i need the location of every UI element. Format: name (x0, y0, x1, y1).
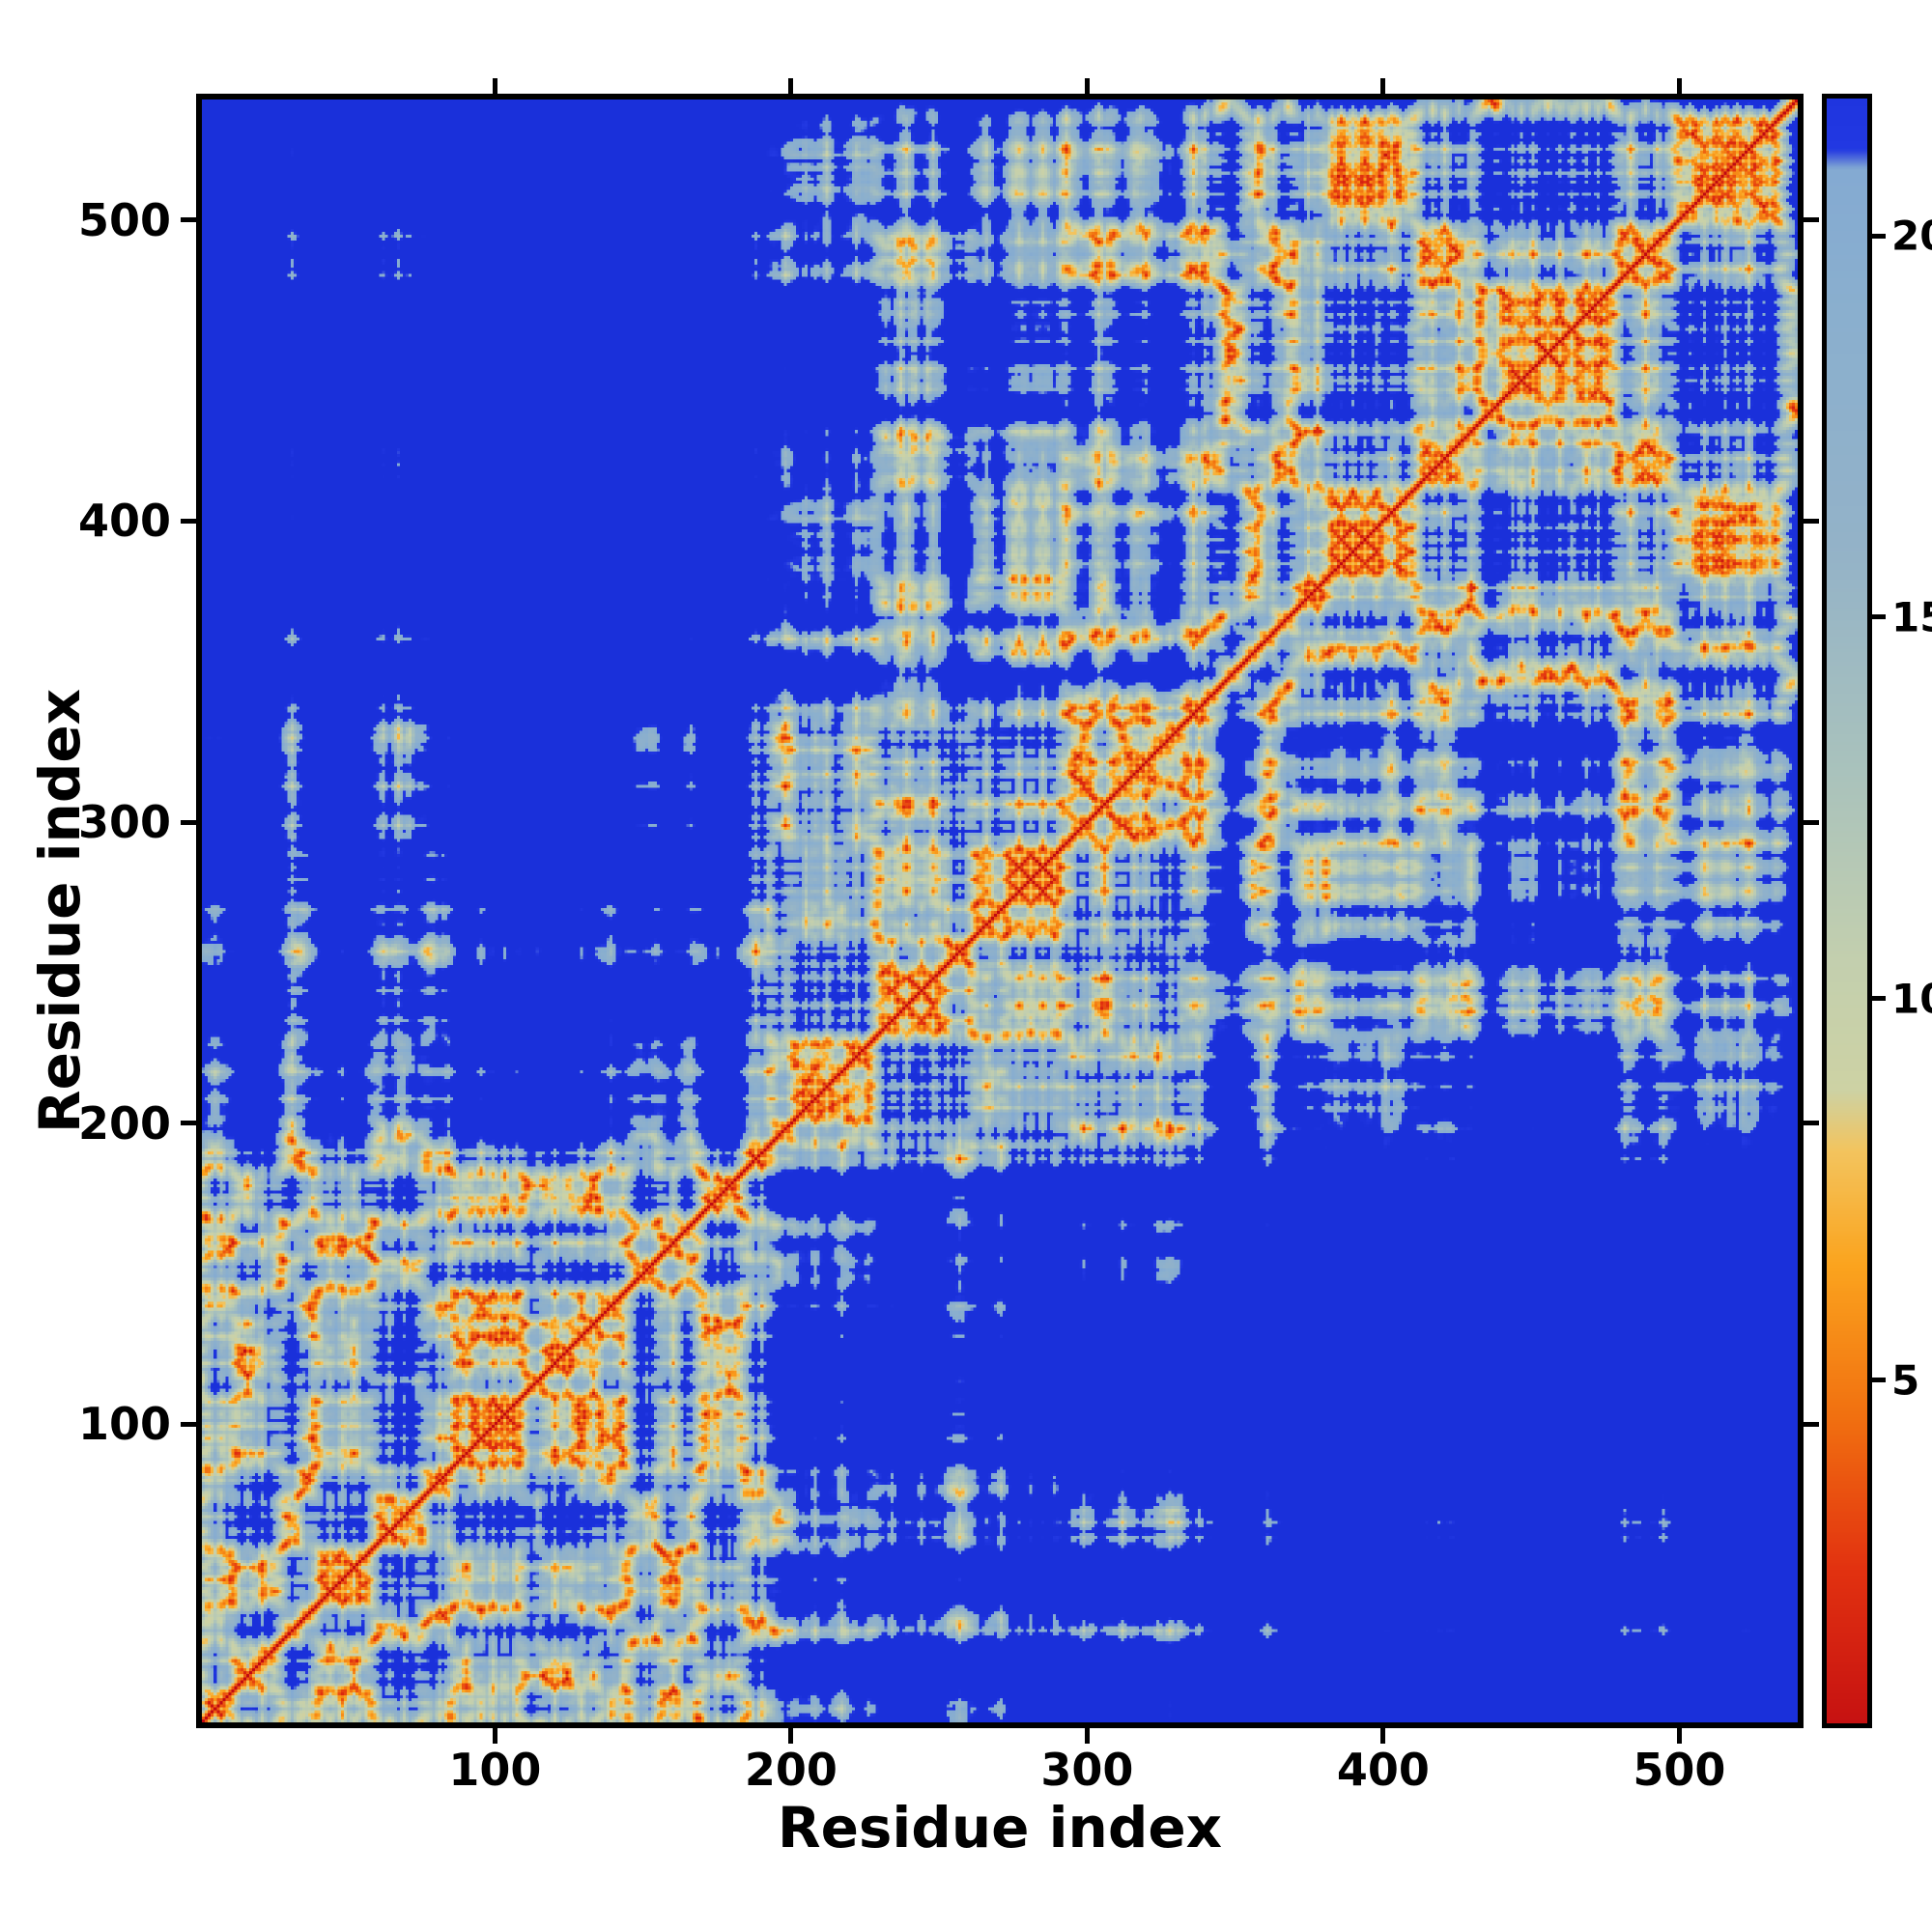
y-tick-label: 200 (77, 1096, 171, 1150)
colorbar (1822, 94, 1872, 1728)
x-tick-mark-top (1380, 78, 1386, 94)
colorbar-tick-label: 10 (1891, 975, 1932, 1023)
x-tick-mark-bottom (1084, 1728, 1090, 1744)
y-tick-mark-left (181, 1121, 196, 1126)
colorbar-tick-label: 5 (1891, 1356, 1920, 1405)
colorbar-tick-mark (1872, 1378, 1886, 1383)
y-tick-mark-left (181, 819, 196, 825)
y-tick-mark-right (1804, 518, 1819, 524)
y-tick-mark-left (181, 518, 196, 524)
y-tick-label: 100 (77, 1398, 171, 1451)
x-tick-mark-top (788, 78, 794, 94)
colorbar-tick-mark (1872, 614, 1886, 620)
colorbar-tick-mark (1872, 233, 1886, 239)
x-tick-label: 200 (744, 1744, 838, 1796)
y-tick-mark-right (1804, 1421, 1819, 1427)
x-tick-mark-bottom (1676, 1728, 1682, 1744)
x-tick-mark-bottom (1380, 1728, 1386, 1744)
x-tick-label: 300 (1040, 1744, 1134, 1796)
y-tick-mark-right (1804, 217, 1819, 223)
x-tick-mark-top (1084, 78, 1090, 94)
colorbar-canvas (1827, 99, 1867, 1723)
x-tick-label: 500 (1633, 1744, 1726, 1796)
x-tick-mark-bottom (492, 1728, 497, 1744)
x-tick-mark-bottom (788, 1728, 794, 1744)
x-tick-label: 400 (1336, 1744, 1430, 1796)
y-axis-label: Residue index (27, 688, 93, 1134)
y-tick-label: 400 (77, 495, 171, 548)
x-tick-mark-top (492, 78, 497, 94)
colorbar-tick-label: 20 (1891, 212, 1932, 260)
y-tick-label: 500 (77, 193, 171, 246)
y-tick-mark-right (1804, 1121, 1819, 1126)
y-tick-mark-right (1804, 819, 1819, 825)
x-axis-label: Residue index (777, 1795, 1223, 1861)
y-tick-mark-left (181, 217, 196, 223)
colorbar-tick-label: 15 (1891, 593, 1932, 641)
plot-area (196, 94, 1804, 1728)
x-tick-mark-top (1676, 78, 1682, 94)
colorbar-tick-mark (1872, 996, 1886, 1002)
y-tick-mark-left (181, 1421, 196, 1427)
y-tick-label: 300 (77, 796, 171, 849)
x-tick-label: 100 (448, 1744, 542, 1796)
heatmap-canvas (202, 99, 1798, 1722)
